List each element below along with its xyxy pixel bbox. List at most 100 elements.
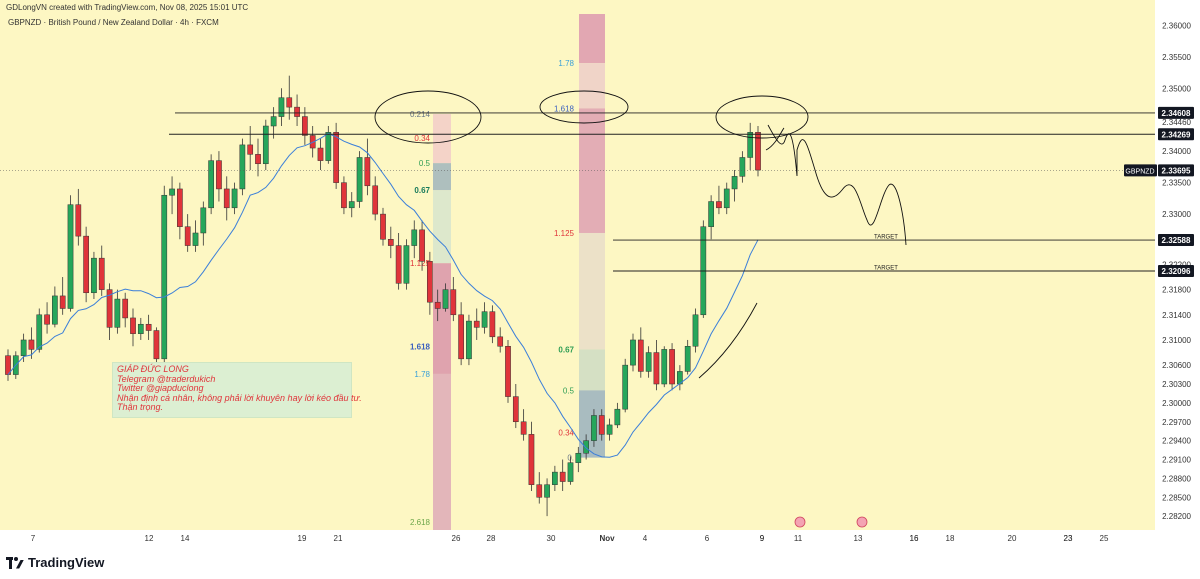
- candle: [153, 327, 160, 366]
- price-label: 2.34269: [1158, 128, 1194, 141]
- candle: [427, 251, 433, 315]
- price-tick-label: 2.35000: [1162, 84, 1191, 93]
- candle-body: [606, 424, 613, 435]
- candle: [278, 88, 285, 127]
- candle: [731, 170, 738, 202]
- price-tick-label: 2.28200: [1162, 512, 1191, 521]
- candle-body: [708, 201, 714, 227]
- fib-level-label: 1.78: [558, 59, 574, 68]
- moving-average-line: [7, 133, 759, 458]
- candle: [137, 317, 144, 340]
- price-label: 2.33695 GBPNZD: [1124, 164, 1194, 177]
- candle: [512, 384, 519, 429]
- candle-body: [747, 132, 754, 158]
- candle: [122, 292, 129, 328]
- candle-body: [661, 349, 668, 385]
- tradingview-icon: [6, 556, 24, 569]
- candle: [630, 333, 636, 372]
- note-line: Nhận định cá nhân, không phải lời khuyên…: [117, 392, 362, 403]
- time-tick-label: 11: [794, 534, 803, 543]
- fib-level-label: 0.67: [414, 186, 430, 195]
- candle: [309, 126, 316, 158]
- candle: [184, 214, 191, 252]
- candle: [583, 434, 589, 460]
- fib-zone-left: [433, 114, 451, 530]
- candle: [192, 220, 199, 252]
- candle-body: [466, 320, 472, 360]
- candle: [67, 195, 74, 312]
- target-label: TARGET: [874, 235, 898, 241]
- price-tick-label: 2.28800: [1162, 474, 1191, 483]
- candle-body: [192, 232, 199, 246]
- tradingview-logo[interactable]: TradingView: [6, 555, 104, 570]
- candle: [567, 456, 574, 485]
- candle-body: [98, 257, 105, 290]
- fib-level-label: 2.618: [410, 518, 431, 527]
- symbol-label-text: GBPNZD: [1125, 168, 1154, 175]
- candle-body: [458, 314, 464, 360]
- candle: [255, 138, 261, 177]
- candle-body: [286, 97, 293, 108]
- candle-body: [637, 339, 644, 372]
- candle-body: [427, 261, 433, 303]
- fib-band: [579, 14, 605, 64]
- candle: [622, 358, 629, 413]
- candle: [419, 220, 425, 271]
- candle-body: [59, 295, 66, 309]
- candle: [75, 188, 82, 246]
- candle: [692, 308, 699, 353]
- drawing-annotations: [374, 90, 907, 379]
- candle-body: [270, 116, 277, 127]
- candle-body: [161, 194, 168, 360]
- candle: [614, 402, 621, 429]
- event-marker-circle: [794, 516, 806, 528]
- time-axis-background: [0, 530, 1155, 579]
- candle: [169, 176, 175, 215]
- candle-body: [442, 289, 449, 309]
- candle-body: [177, 188, 183, 227]
- price-tick-label: 2.30000: [1162, 399, 1191, 408]
- time-tick-label: 9: [760, 534, 765, 543]
- candle: [739, 151, 746, 183]
- time-tick-label: 28: [487, 534, 496, 543]
- candle: [317, 138, 324, 171]
- price-label: 2.34608: [1158, 106, 1194, 119]
- candle: [489, 305, 496, 344]
- candle-body: [481, 311, 488, 328]
- fib-band: [433, 263, 451, 374]
- candle: [481, 302, 488, 334]
- time-tick-label: 26: [452, 534, 461, 543]
- candle: [661, 346, 668, 388]
- candle-body: [28, 339, 35, 350]
- candle: [106, 283, 113, 340]
- time-tick-label: 4: [643, 534, 648, 543]
- candle: [161, 185, 168, 362]
- price-tick-label: 2.30600: [1162, 361, 1191, 370]
- candle: [395, 232, 402, 290]
- candle-body: [44, 314, 50, 325]
- fib-band: [433, 114, 451, 164]
- candle-body: [184, 226, 191, 246]
- candle: [145, 314, 152, 340]
- candle: [708, 195, 714, 240]
- candle-body: [52, 295, 58, 325]
- time-tick-label: 16: [910, 534, 919, 543]
- candle-body: [223, 188, 230, 209]
- candle: [231, 182, 238, 215]
- candle-body: [552, 471, 558, 485]
- projection-path: [698, 124, 907, 379]
- candle: [520, 409, 527, 441]
- fib-band: [433, 190, 451, 264]
- candle: [247, 126, 254, 171]
- candle-body: [364, 157, 371, 187]
- candle: [575, 446, 582, 473]
- time-tick-label: 20: [1008, 534, 1017, 543]
- event-marker-icon: [794, 516, 806, 528]
- candle: [466, 314, 472, 366]
- candle: [208, 154, 214, 215]
- candle-body: [67, 204, 74, 309]
- candle: [591, 409, 597, 447]
- candle: [458, 302, 464, 366]
